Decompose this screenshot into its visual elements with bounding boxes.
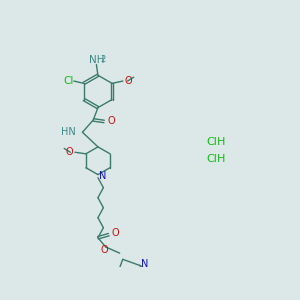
Text: O: O [100, 245, 108, 255]
Text: Cl: Cl [63, 76, 74, 86]
Text: O: O [124, 76, 132, 86]
Text: Cl: Cl [206, 137, 217, 147]
Text: HN: HN [61, 127, 76, 137]
Text: Cl: Cl [206, 154, 217, 164]
Text: N: N [99, 171, 106, 181]
Text: H: H [217, 137, 226, 147]
Text: O: O [107, 116, 115, 127]
Text: O: O [66, 147, 74, 157]
Text: 2: 2 [100, 56, 105, 64]
Text: H: H [217, 154, 226, 164]
Text: N: N [141, 259, 149, 269]
Text: O: O [112, 228, 119, 238]
Text: NH: NH [89, 55, 104, 65]
